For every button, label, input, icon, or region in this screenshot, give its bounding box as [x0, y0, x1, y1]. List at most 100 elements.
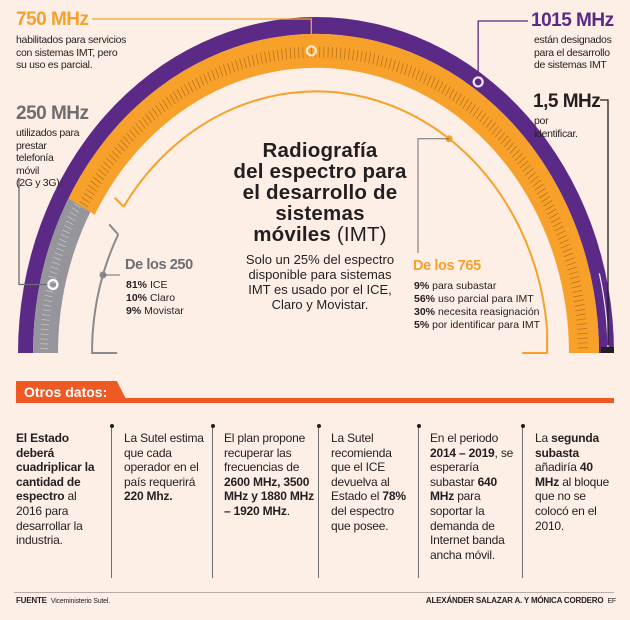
- tick-mark: [53, 257, 62, 261]
- tick-mark: [566, 261, 576, 266]
- callout-1-5-line: identificar.: [534, 127, 578, 140]
- otros-datos-heading: Otros datos:: [16, 381, 128, 403]
- bracket-250-end: [108, 223, 119, 236]
- tick-mark: [426, 75, 432, 86]
- tick-mark: [135, 123, 143, 132]
- title-line: móviles (IMT): [205, 224, 435, 245]
- tick-mark: [465, 101, 473, 112]
- breakdown-765-item: 9% para subastar: [414, 280, 497, 292]
- tick-mark: [42, 314, 51, 316]
- tick-mark: [59, 238, 67, 243]
- tick-mark: [165, 96, 173, 107]
- tick-mark: [517, 156, 526, 165]
- tick-mark: [180, 86, 187, 97]
- tick-mark: [497, 132, 506, 141]
- tick-mark: [60, 234, 69, 239]
- tick-mark: [459, 96, 466, 106]
- tick-mark: [92, 176, 102, 184]
- callout-1-5-value: 1,5 MHz: [533, 91, 601, 112]
- tick-mark: [81, 197, 91, 204]
- tick-mark: [129, 129, 137, 139]
- tick-mark: [552, 221, 563, 228]
- tick-mark: [155, 105, 162, 115]
- tick-mark: [199, 75, 205, 87]
- title-light: (IMT): [336, 223, 387, 246]
- tick-mark: [529, 175, 539, 183]
- bracket-250-foot: [91, 344, 118, 354]
- tick-mark: [48, 275, 57, 279]
- tick-mark: [560, 243, 571, 249]
- tick-mark: [281, 48, 284, 61]
- tick-mark: [289, 47, 292, 59]
- tick-mark: [41, 319, 50, 321]
- tick-mark: [207, 71, 212, 83]
- callout-1015-line: para el desarrollo: [534, 46, 610, 59]
- tick-mark: [95, 172, 104, 181]
- tick-mark: [500, 135, 509, 144]
- tick-mark: [219, 66, 224, 77]
- tick-mark: [364, 51, 367, 63]
- tick-mark: [251, 54, 255, 66]
- tick-mark: [255, 53, 259, 65]
- tick-mark: [572, 289, 583, 293]
- tick-mark: [455, 93, 462, 104]
- tick-mark: [384, 56, 388, 69]
- tick-mark: [71, 207, 80, 213]
- fact-item: La Sutel estima que cada operador en el …: [124, 431, 204, 504]
- leader-250: [18, 178, 48, 286]
- tick-mark: [239, 58, 243, 70]
- tick-mark: [90, 180, 100, 188]
- tick-mark: [57, 243, 66, 248]
- title-line: del espectro para: [233, 160, 407, 183]
- tick-mark: [527, 172, 536, 180]
- callout-250-line: telefonía: [16, 152, 54, 164]
- callout-250-line: (2G y 3G).: [16, 177, 63, 189]
- tick-mark: [475, 110, 483, 120]
- callout-1-5-line: por: [534, 115, 549, 127]
- leader-1015: [477, 20, 528, 77]
- tick-mark: [534, 183, 544, 191]
- tick-mark: [298, 46, 300, 59]
- tick-mark: [567, 266, 578, 271]
- fact-item: El Estado deberá cuadriplicar la cantida…: [16, 431, 95, 548]
- callout-750-line: su uso es parcial.: [16, 59, 93, 71]
- leader-1-5: [600, 99, 609, 345]
- tick-mark: [158, 102, 166, 112]
- tick-mark: [577, 332, 588, 335]
- tick-mark: [117, 143, 125, 152]
- tick-mark: [407, 65, 413, 77]
- tick-mark: [285, 48, 288, 60]
- tick-mark: [494, 128, 503, 138]
- fact-item: La Sutel recomienda que el ICE devuelva …: [331, 431, 406, 533]
- tick-mark: [563, 252, 574, 258]
- breakdown-250-item: 10% Claro: [126, 292, 176, 304]
- fact-divider-dot: [109, 424, 114, 428]
- breakdown-765-item: 30% necesita reasignación: [414, 306, 540, 318]
- tick-mark: [491, 125, 499, 135]
- tick-mark: [562, 248, 572, 253]
- fact-item: El plan propone recuperar las frecuencia…: [224, 431, 314, 518]
- tick-mark: [195, 77, 201, 89]
- tick-mark: [571, 285, 582, 289]
- tick-mark: [485, 119, 493, 129]
- tick-mark: [479, 113, 486, 123]
- tick-mark: [415, 69, 420, 81]
- tick-mark: [549, 212, 559, 219]
- gray-band-250mhz: [33, 198, 91, 353]
- tick-mark: [231, 61, 235, 73]
- tick-mark: [227, 62, 232, 74]
- tick-mark: [62, 229, 71, 234]
- source-label: FUENTE: [16, 596, 47, 605]
- tick-mark: [400, 62, 404, 74]
- tick-mark: [360, 50, 363, 62]
- tick-mark: [100, 165, 109, 173]
- fact-divider: [318, 426, 319, 578]
- tick-mark: [54, 252, 63, 256]
- tick-mark: [441, 83, 447, 95]
- tick-mark: [506, 142, 515, 151]
- fact-divider: [522, 426, 523, 578]
- fact-divider: [212, 426, 213, 578]
- tick-mark: [503, 138, 512, 148]
- tick-mark: [509, 145, 518, 155]
- tick-mark: [575, 308, 586, 312]
